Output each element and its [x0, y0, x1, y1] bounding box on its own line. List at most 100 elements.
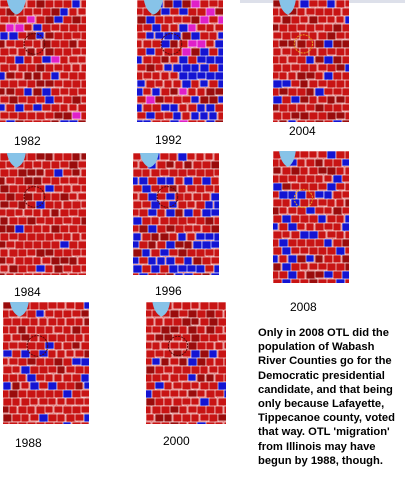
county-cell [68, 23, 80, 34]
county-grid [137, 0, 223, 122]
county-cell [44, 405, 54, 414]
lake-michigan-shape [279, 151, 296, 167]
map-caption: Only in 2008 OTL did the population of W… [258, 327, 395, 467]
county-cell [17, 111, 29, 121]
county-cell [290, 246, 301, 255]
county-cell [317, 15, 328, 24]
county-cell [341, 71, 349, 82]
county-cell [290, 15, 301, 26]
county-cell [146, 389, 153, 400]
county-cell [199, 79, 209, 88]
county-cell [150, 264, 161, 275]
county-cell [308, 79, 319, 89]
county-cell [326, 31, 337, 41]
county-cell [326, 278, 339, 283]
county-cell [299, 15, 309, 24]
county-cell [146, 421, 152, 424]
county-cell [314, 7, 326, 17]
county-cell [77, 240, 86, 251]
county-grid [0, 153, 86, 275]
county-cell [80, 373, 89, 384]
county-cell [314, 238, 326, 248]
county-cell [65, 381, 77, 391]
county-cell [163, 63, 173, 72]
county-cell [65, 333, 76, 343]
county-cell [317, 214, 327, 225]
county-cell [5, 272, 15, 275]
county-cell [156, 240, 167, 250]
county-cell [168, 216, 180, 227]
county-cell [332, 103, 344, 114]
county-cell [190, 317, 200, 326]
county-cell [23, 272, 34, 275]
county-cell [56, 317, 66, 327]
county-cell [5, 240, 16, 249]
county-cell [23, 87, 33, 97]
county-cell [142, 39, 153, 50]
county-cell [205, 39, 215, 48]
county-cell [183, 192, 193, 202]
county-cell [205, 421, 218, 424]
county-cell [77, 39, 86, 49]
county-cell [299, 166, 309, 177]
county-cell [80, 200, 86, 209]
county-cell [26, 111, 37, 121]
county-cell [77, 192, 86, 201]
county-cell [14, 240, 26, 251]
county-cell [314, 190, 325, 199]
county-cell [8, 421, 19, 424]
county-cell [32, 192, 44, 202]
lake-michigan-shape [6, 0, 26, 15]
county-cell [11, 397, 21, 408]
county-cell [168, 264, 179, 275]
county-cell [65, 302, 76, 310]
county-map-1984 [0, 153, 86, 275]
county-cell [344, 63, 349, 73]
county-cell [17, 216, 29, 226]
county-cell [326, 15, 336, 24]
county-cell [17, 63, 29, 73]
county-cell [273, 214, 283, 225]
county-cell [172, 397, 184, 408]
county-cell [178, 55, 189, 65]
county-cell [50, 176, 61, 187]
county-cell [341, 39, 349, 49]
county-cell [29, 333, 39, 343]
county-cell [213, 232, 219, 243]
county-cell [47, 349, 57, 360]
county-cell [80, 357, 89, 367]
county-cell [201, 240, 213, 251]
county-cell [83, 413, 89, 423]
county-cell [159, 168, 171, 177]
county-cell [56, 302, 66, 310]
county-cell [50, 240, 61, 251]
county-cell [133, 168, 144, 179]
county-cell [163, 397, 173, 407]
county-cell [83, 365, 89, 376]
county-cell [317, 151, 329, 159]
county-cell [178, 87, 188, 96]
county-cell [314, 39, 326, 49]
county-cell [35, 184, 46, 195]
county-cell [183, 272, 195, 275]
county-cell [183, 224, 195, 233]
county-cell [281, 246, 292, 256]
county-cell [137, 55, 143, 65]
county-cell [77, 224, 86, 235]
county-cell [141, 248, 151, 258]
county-cell [199, 333, 211, 343]
county-cell [210, 272, 219, 275]
county-cell [44, 325, 54, 335]
county-cell [281, 230, 291, 239]
county-cell [41, 160, 52, 171]
county-cell [77, 208, 86, 219]
county-cell [314, 71, 324, 81]
county-cell [214, 309, 224, 319]
county-cell [296, 158, 306, 169]
county-cell [160, 55, 170, 64]
county-cell [178, 341, 188, 350]
county-cell [160, 357, 170, 367]
county-cell [278, 103, 290, 114]
county-cell [53, 373, 63, 383]
county-cell [17, 232, 28, 243]
